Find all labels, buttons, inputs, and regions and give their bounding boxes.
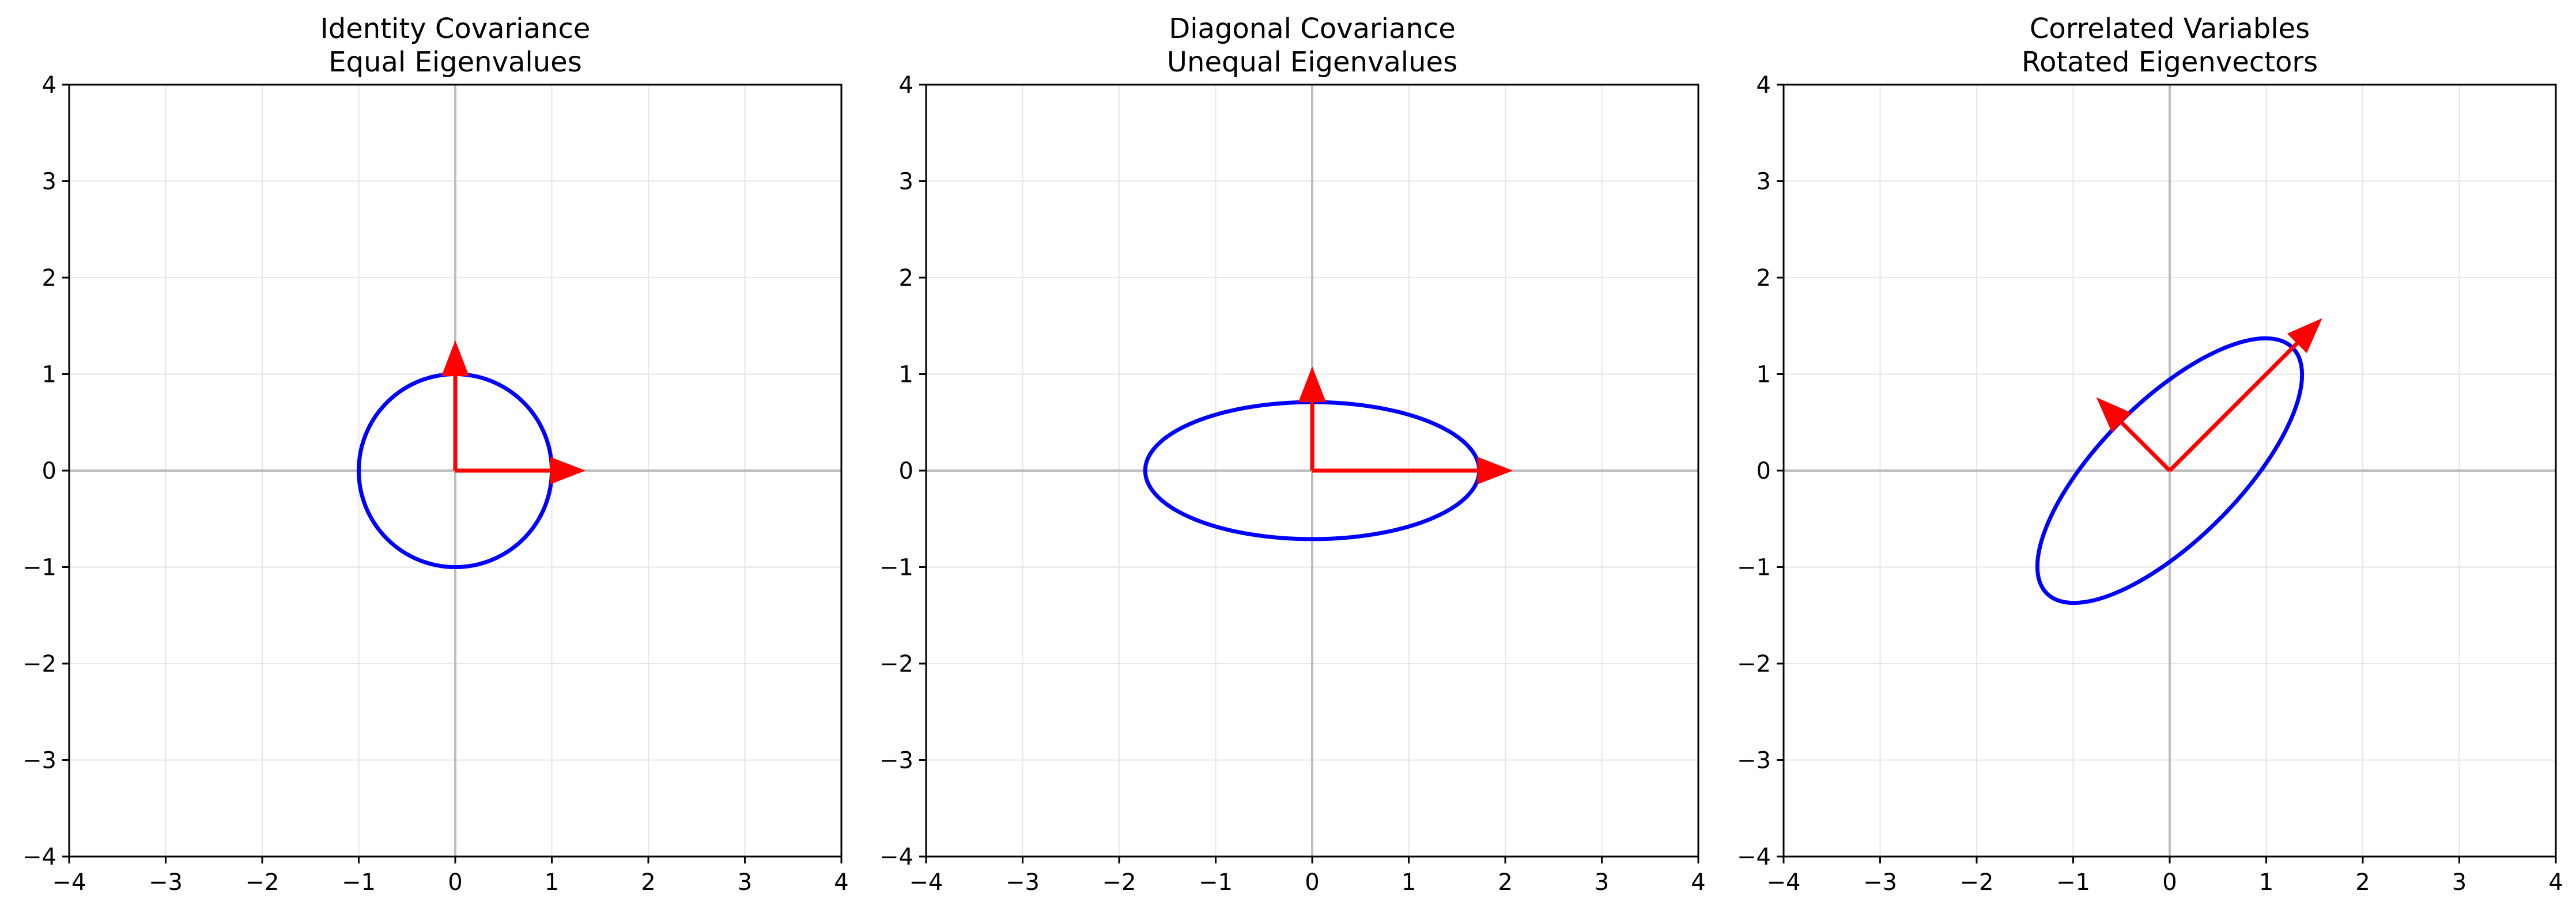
x-tick-label: 3 — [1595, 869, 1609, 896]
y-tick-label: −1 — [879, 555, 913, 581]
x-tick-label: 1 — [1402, 869, 1416, 896]
y-tick-label: 4 — [1757, 72, 1771, 99]
x-tick-label: −4 — [909, 869, 943, 896]
eigenvector-head — [1298, 366, 1326, 403]
y-tick-label: −4 — [22, 844, 56, 870]
y-tick-label: 2 — [1757, 265, 1771, 291]
y-tick-label: 2 — [899, 265, 913, 291]
x-tick-label: −2 — [1960, 869, 1994, 896]
eigenvector-head — [441, 340, 469, 376]
y-tick-label: 3 — [42, 169, 56, 195]
y-tick-label: 1 — [42, 362, 56, 388]
eigenvector-arrow-1 — [2168, 318, 2322, 472]
chart-panel-1: −4 −3 −2 −1 0 1 2 3 4 −4 −3 −2 −1 0 1 2 3 4 Identity Covar… — [22, 13, 849, 896]
eigenvector-arrow-2 — [2096, 397, 2171, 472]
eigenvector-shaft — [2120, 421, 2171, 472]
x-tick-label: −4 — [1767, 869, 1801, 896]
y-tick-label: −3 — [1737, 748, 1771, 774]
x-tick-label: −3 — [1863, 869, 1897, 896]
y-tick-label: −2 — [1737, 651, 1771, 677]
x-tick-label: −4 — [52, 869, 86, 896]
eigenvector-arrow-1 — [455, 457, 586, 484]
y-tick-label: 1 — [899, 362, 913, 388]
x-tick-label: 0 — [448, 869, 462, 896]
y-tick-label: 2 — [42, 265, 56, 291]
eigenvector-shaft — [2168, 342, 2299, 472]
eigenvector-arrow-2 — [1298, 366, 1326, 471]
y-tick-label: 1 — [1757, 362, 1771, 388]
x-tick-label: 0 — [2162, 869, 2177, 896]
x-tick-label: −2 — [245, 869, 279, 896]
y-tick-label: 4 — [42, 72, 56, 99]
y-tick-label: 3 — [899, 169, 913, 195]
y-tick-label: −4 — [1737, 844, 1771, 870]
y-tick-label: 0 — [42, 458, 56, 484]
chart-title-line-1: Identity Covariance — [320, 13, 591, 45]
x-tick-label: 4 — [834, 869, 848, 896]
chart-title-line-2: Unequal Eigenvalues — [1167, 46, 1457, 78]
x-tick-label: 1 — [2259, 869, 2273, 896]
y-tick-label: −3 — [22, 748, 56, 774]
y-tick-label: 4 — [899, 72, 913, 99]
chart-panel-3: −4 −3 −2 −1 0 1 2 3 4 −4 −3 −2 −1 0 1 2 3 4 Correlated Var… — [1737, 13, 2563, 896]
eigenvector-head — [550, 457, 586, 484]
x-tick-label: −3 — [149, 869, 183, 896]
chart-title-line-1: Diagonal Covariance — [1169, 13, 1456, 45]
eigenvector-arrow-1 — [1312, 457, 1513, 484]
x-tick-label: 4 — [2548, 869, 2563, 896]
y-tick-label: 3 — [1757, 169, 1771, 195]
x-tick-label: 1 — [545, 869, 559, 896]
y-tick-label: −4 — [879, 844, 913, 870]
y-tick-label: −3 — [879, 748, 913, 774]
x-tick-label: −1 — [342, 869, 376, 896]
x-tick-label: 2 — [641, 869, 655, 896]
x-tick-label: 3 — [738, 869, 752, 896]
y-tick-label: −1 — [1737, 555, 1771, 581]
x-tick-label: 0 — [1305, 869, 1319, 896]
eigenvector-arrow-2 — [441, 340, 469, 471]
eigenvector-head — [2096, 397, 2132, 433]
y-tick-label: 0 — [899, 458, 913, 484]
y-tick-label: −1 — [22, 555, 56, 581]
x-tick-label: 3 — [2452, 869, 2467, 896]
x-tick-label: −2 — [1102, 869, 1136, 896]
x-tick-label: −1 — [2056, 869, 2090, 896]
chart-title-line-2: Equal Eigenvalues — [328, 46, 581, 78]
chart-panel-2: −4 −3 −2 −1 0 1 2 3 4 −4 −3 −2 −1 0 1 2 3 4 Diagonal Covar… — [879, 13, 1706, 896]
eigenvector-head — [2287, 318, 2322, 354]
y-tick-label: 0 — [1757, 458, 1771, 484]
x-tick-label: −1 — [1199, 869, 1233, 896]
eigenvector-head — [1477, 457, 1513, 484]
x-tick-label: 4 — [1691, 869, 1705, 896]
x-tick-label: −3 — [1006, 869, 1040, 896]
y-tick-label: −2 — [22, 651, 56, 677]
chart-title-line-1: Correlated Variables — [2030, 13, 2310, 45]
chart-title-line-2: Rotated Eigenvectors — [2022, 46, 2318, 78]
y-tick-label: −2 — [879, 651, 913, 677]
x-tick-label: 2 — [2355, 869, 2370, 896]
x-tick-label: 2 — [1498, 869, 1512, 896]
